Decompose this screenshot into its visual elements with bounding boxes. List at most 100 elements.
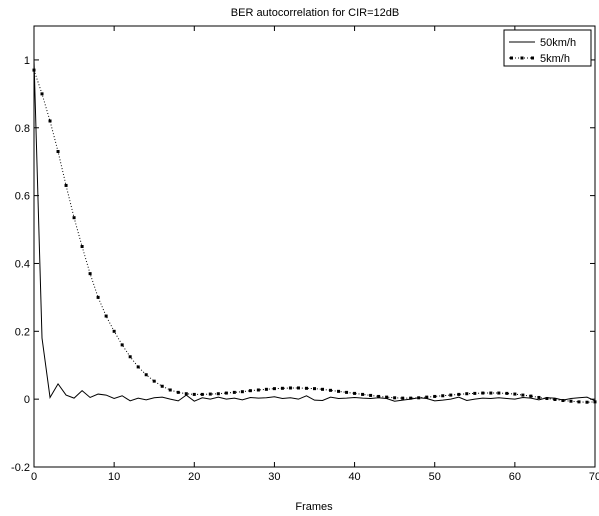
legend-label-5kmh: 5km/h [540, 53, 570, 65]
data-point-1 [369, 393, 373, 397]
legend-box [503, 29, 592, 67]
data-point-1 [160, 384, 164, 388]
series-line-1 [33, 69, 596, 403]
data-point-1 [200, 392, 204, 396]
data-point-1 [96, 295, 100, 299]
data-point-1 [112, 329, 116, 333]
y-tick-label: 0 [24, 394, 30, 406]
data-point-1 [433, 394, 437, 398]
data-point-1 [465, 392, 469, 396]
data-point-1 [505, 391, 509, 395]
data-point-1 [136, 365, 140, 369]
data-point-1 [240, 390, 244, 394]
series-line-0 [33, 59, 596, 402]
data-point-1 [264, 387, 268, 391]
data-point-1 [144, 373, 148, 377]
data-point-1 [425, 395, 429, 399]
data-point-1 [256, 388, 260, 392]
axis-ticks: 0 10 20 30 40 50 60 70-0.200.20.40.60.81 [11, 26, 599, 483]
data-point-1 [561, 399, 565, 403]
x-axis-label: Frames [295, 501, 333, 513]
data-point-1 [385, 395, 389, 399]
data-point-1 [353, 391, 357, 395]
data-point-1 [417, 396, 421, 400]
x-tick-label: 60 [509, 471, 521, 483]
data-point-1 [64, 183, 68, 187]
data-point-1 [569, 399, 573, 403]
data-point-1 [280, 386, 284, 390]
data-point-1 [56, 150, 60, 154]
x-tick-label: 30 [268, 471, 280, 483]
x-tick-label: 70 [589, 471, 599, 483]
data-point-1 [72, 216, 76, 220]
data-point-1 [80, 245, 84, 248]
legend-marker-5kmh-3 [531, 56, 534, 60]
legend-label-50kmh: 50km/h [540, 37, 576, 49]
legend-marker-5kmh-1 [510, 56, 513, 60]
data-point-1 [529, 394, 533, 398]
data-point-1 [345, 390, 349, 394]
y-tick-label: -0.2 [11, 462, 30, 474]
data-point-1 [457, 392, 461, 396]
data-point-1 [521, 393, 525, 397]
data-point-1 [128, 355, 132, 359]
y-tick-label: 1 [24, 55, 30, 67]
data-point-1 [537, 395, 541, 399]
data-point-1 [593, 400, 597, 404]
data-point-1 [481, 391, 485, 395]
data-point-1 [409, 396, 413, 400]
x-tick-label: 10 [108, 471, 120, 483]
data-point-1 [304, 386, 308, 390]
data-point-1 [545, 396, 549, 400]
data-point-1 [321, 387, 325, 391]
plot-frame [33, 25, 596, 468]
data-point-1 [176, 390, 180, 394]
x-tick-label: 0 [31, 471, 37, 483]
data-point-1 [88, 272, 92, 276]
data-point-1 [393, 396, 397, 400]
data-point-1 [184, 392, 188, 396]
plot-area: 0 10 20 30 40 50 60 70-0.200.20.40.60.81 [11, 25, 599, 483]
x-tick-label: 20 [188, 471, 200, 483]
data-point-1 [224, 391, 228, 395]
data-point-1 [577, 400, 581, 404]
chart-title: BER autocorrelation for CIR=12dB [231, 7, 399, 19]
data-point-1 [313, 387, 316, 391]
data-point-1 [152, 379, 156, 383]
data-point-1 [553, 397, 557, 401]
data-point-1 [329, 388, 333, 392]
data-point-1 [232, 390, 236, 394]
data-point-1 [216, 392, 220, 396]
data-point-1 [401, 396, 405, 400]
data-point-1 [473, 391, 477, 395]
y-tick-label: 0.4 [15, 258, 30, 270]
data-point-1 [513, 392, 517, 396]
data-point-1 [32, 68, 36, 72]
data-point-1 [585, 400, 589, 404]
x-tick-label: 50 [429, 471, 441, 483]
legend: 50km/h 5km/h [503, 29, 592, 67]
legend-marker-5kmh-2 [520, 56, 524, 60]
data-point-1 [192, 392, 196, 396]
data-point-1 [104, 314, 108, 318]
y-tick-label: 0.2 [15, 326, 30, 338]
data-point-1 [168, 388, 172, 392]
series-layer [32, 59, 597, 404]
y-tick-label: 0.8 [15, 123, 30, 135]
data-point-1 [208, 392, 212, 396]
data-point-1 [248, 389, 252, 393]
data-point-1 [296, 386, 300, 390]
data-point-1 [449, 393, 453, 397]
y-tick-label: 0.6 [15, 191, 30, 203]
data-point-1 [48, 119, 52, 123]
data-point-1 [497, 391, 501, 395]
data-point-1 [272, 387, 276, 391]
data-point-1 [40, 92, 44, 96]
data-point-1 [441, 394, 445, 398]
data-point-1 [377, 394, 381, 398]
data-point-1 [361, 392, 365, 396]
data-point-1 [337, 389, 341, 393]
data-point-1 [288, 386, 292, 390]
